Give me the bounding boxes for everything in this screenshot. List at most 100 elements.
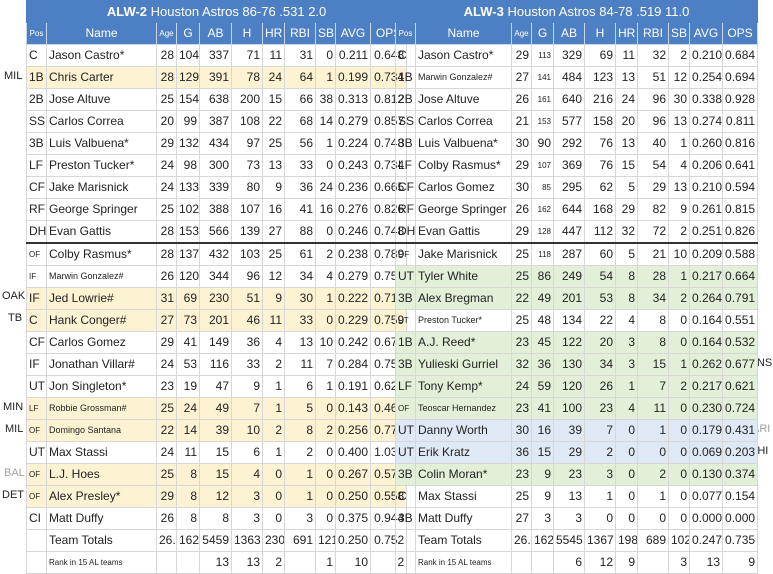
cell-h: 6 [231,441,263,464]
cell-pos [395,529,416,552]
cell-h: 168 [584,198,616,221]
cell-h: 112 [584,220,616,244]
column-header-avg[interactable]: AVG [335,22,371,45]
cell-age: 27 [511,507,532,530]
cell-ab: 130 [553,353,585,376]
column-header-g[interactable]: G [531,22,554,45]
column-header-ab[interactable]: AB [199,22,232,45]
column-header-h[interactable]: H [584,22,616,45]
total-g: 162 [531,529,554,552]
cell-ab: 640 [553,88,585,111]
column-header-sb[interactable]: SB [315,22,336,45]
cell-avg: 0.284 [335,353,371,376]
column-header-name[interactable]: Name [415,22,512,45]
cell-rbi: 30 [284,287,316,310]
player-row: CF Carlos Gomez 30 85 295 62 5 29 13 0.210 0.594 [395,176,759,199]
cell-g: 161 [531,88,554,111]
column-header-sb[interactable]: SB [668,22,690,45]
cell-pos: RF [26,198,47,221]
cell-rbi: 96 [637,110,669,133]
division-rank: ALW-3 [463,4,504,19]
player-row: 3B Alex Bregman 22 49 201 53 8 34 2 0.264 0.791 [395,287,759,310]
cell-avg: 0.256 [335,419,371,442]
cell-hr: 1 [262,397,285,420]
cell-pos: LF [395,375,416,398]
cell-name: Hank Conger# [46,309,157,332]
cell-h: 158 [584,110,616,133]
cell-sb: 1 [315,375,336,398]
rank-h: 13 [231,551,263,574]
cell-g: 162 [531,198,554,221]
column-header-hr[interactable]: HR [262,22,285,45]
cell-ab: 434 [199,132,232,155]
player-row: OF Teoscar Hernandez 23 41 100 23 4 11 0 0.230 0.7… [395,397,759,420]
cell-avg: 0.279 [335,265,371,288]
player-row: UT Danny Worth 30 16 39 7 0 1 0 0.179 0.431 [395,419,759,442]
cell-hr: 4 [615,309,638,332]
cell-h: 76 [584,132,616,155]
cell-avg: 0.217 [689,265,723,288]
cell-avg: 0.274 [689,110,723,133]
cell-g: 113 [531,44,554,67]
column-header-pos[interactable]: Pos [26,22,47,45]
cell-pos: CF [26,176,47,199]
player-row: CF Jake Marisnick 24 133 339 80 9 36 24 0.236 0.66… [26,176,408,199]
cell-h: 46 [231,309,263,332]
cell-ab: 47 [199,375,232,398]
cell-name: Jon Singleton* [46,375,157,398]
cell-rbi: 7 [637,375,669,398]
cell-avg: 0.210 [689,176,723,199]
cell-ab: 638 [199,88,232,111]
column-header-rbi[interactable]: RBI [637,22,669,45]
column-header-name[interactable]: Name [46,22,157,45]
column-header-pos[interactable]: Pos [395,22,416,45]
column-header-ab[interactable]: AB [553,22,585,45]
column-header-ops[interactable]: OPS [721,22,759,45]
cell-ops: 0.684 [721,44,759,67]
cell-age: 29 [156,485,177,508]
cell-avg: 0.242 [335,331,371,354]
cell-ops: 0.203 [721,441,759,464]
cell-h: 20 [584,331,616,354]
cell-name: Jake Marisnick [415,242,512,266]
column-header-h[interactable]: H [231,22,263,45]
column-header-age[interactable]: Age [156,22,177,45]
column-header-age[interactable]: Age [511,22,532,45]
cell-avg: 0.246 [335,220,371,244]
cell-rbi: 61 [284,242,316,266]
cell-h: 7 [584,419,616,442]
cell-name: Jason Castro* [415,44,512,67]
cell-name: Marwin Gonzalez# [46,265,157,288]
column-header-hr[interactable]: HR [615,22,638,45]
cell-sb: 0 [315,309,336,332]
cell-pos: OF [26,419,47,442]
total-ab: 5459 [199,529,232,552]
team-label-mil-1: MIL [4,70,23,82]
player-row: RF George Springer 26 162 644 168 29 82 9 0.261 0.… [395,198,759,221]
cell-pos: CF [26,331,47,354]
cell-rbi: 54 [637,154,669,177]
cell-h: 71 [231,44,263,67]
cell-age: 26 [511,88,532,111]
column-header-avg[interactable]: AVG [689,22,723,45]
cell-age: 28 [156,66,177,89]
cell-avg: 0.164 [689,331,723,354]
cell-g: 69 [176,287,200,310]
player-row: 1B Chris Carter 28 129 391 78 24 64 1 0.199 0.734 [26,66,408,89]
cell-rbi: 1 [637,419,669,442]
cell-g: 16 [531,419,554,442]
cell-rbi: 1 [284,485,316,508]
cell-h: 36 [231,331,263,354]
cell-g: 86 [531,265,554,288]
rank-rbi [284,551,316,574]
column-header-g[interactable]: G [176,22,200,45]
column-header-rbi[interactable]: RBI [284,22,316,45]
cell-age: 28 [156,44,177,67]
cell-rbi: 34 [284,265,316,288]
cell-h: 216 [584,88,616,111]
player-row: CI Matt Duffy 26 8 8 3 0 3 0 0.375 0.944 [26,507,408,530]
cell-sb: 10 [668,242,690,266]
total-h: 1363 [231,529,263,552]
cell-g: 41 [531,397,554,420]
player-row: 3B Matt Duffy 27 3 3 0 0 0 0 0.000 0.000 [395,507,759,530]
